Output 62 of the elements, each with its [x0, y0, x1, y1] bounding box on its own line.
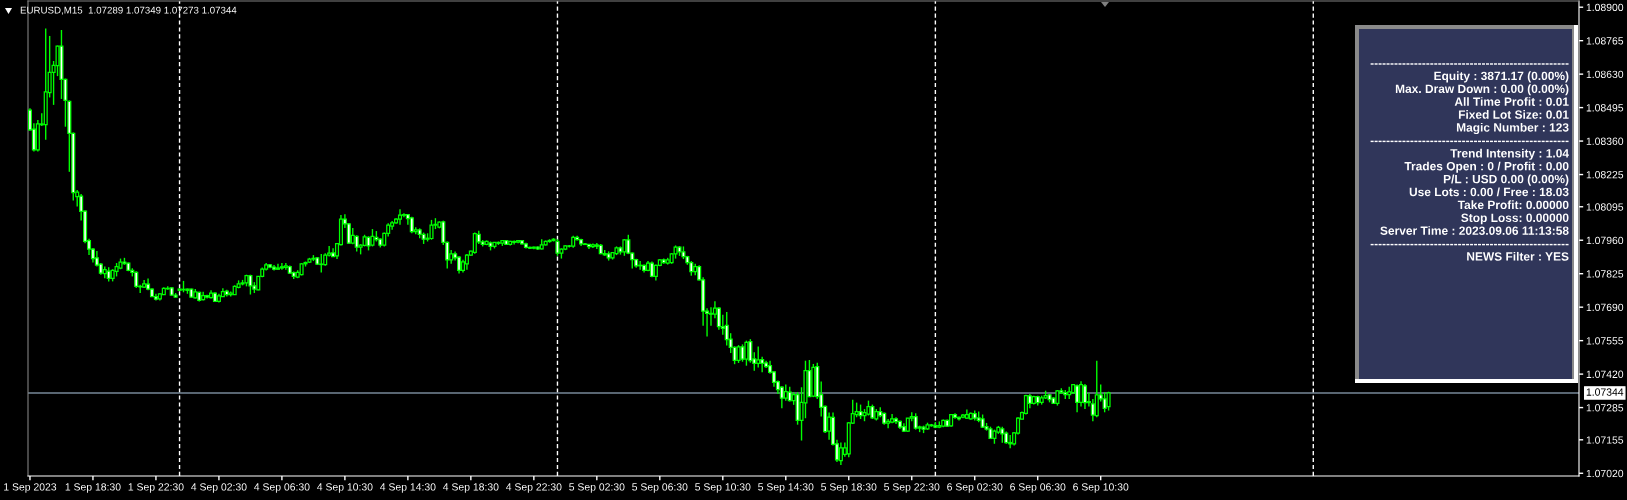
x-tick-label: 1 Sep 22:30 [128, 483, 184, 493]
annotation: -------------------------------------------------- [1370, 243, 1569, 246]
annotation: Fixed Lot Size: 0.01 [1458, 110, 1569, 119]
candlestick [1075, 383, 1080, 413]
x-tick-label: 1 Sep 18:30 [65, 483, 121, 493]
x-tick-label: 4 Sep 02:30 [191, 483, 247, 493]
candlestick [1082, 383, 1088, 410]
y-tick-label: 1.08095 [1586, 203, 1624, 211]
y-tick-label: 1.07020 [1586, 469, 1624, 478]
x-tick-label: 5 Sep 18:30 [821, 483, 877, 493]
annotation: P/L : USD 0.00 (0.00%) [1443, 174, 1569, 186]
x-tick-label: 5 Sep 14:30 [758, 483, 814, 493]
x-tick-label: 4 Sep 10:30 [317, 483, 373, 493]
candlestick [1078, 380, 1084, 408]
annotation: Use Lots : 0.00 / Free : 18.03 [1409, 187, 1569, 197]
x-tick-label: 6 Sep 10:30 [1073, 483, 1129, 493]
annotation: Magic Number : 123 [1456, 122, 1569, 135]
candlestick [429, 219, 434, 241]
annotation: Equity : 3871.17 (0.00%) [1434, 71, 1569, 83]
y-tick-label: 1.07155 [1586, 436, 1624, 444]
annotation: Server Time : 2023.09.06 11:13:58 [1380, 226, 1569, 235]
annotation: -------------------------------------------------- [1370, 140, 1569, 143]
x-tick-label: 5 Sep 10:30 [695, 483, 751, 493]
annotation: Trend Intensity : 1.04 [1450, 148, 1569, 160]
text: EURUSD,M15 1.07289 1.07349 1.07273 1.07344 [20, 6, 237, 15]
candlestick [838, 441, 843, 466]
x-tick-label: 4 Sep 18:30 [443, 483, 499, 493]
candlestick [744, 339, 749, 367]
x-tick-label: 5 Sep 02:30 [569, 483, 625, 493]
annotation: Take Profit: 0.00000 [1457, 200, 1569, 210]
candlestick [1094, 360, 1099, 418]
y-tick-label: 1.08630 [1586, 70, 1624, 79]
y-tick-label: 1.08900 [1586, 3, 1624, 12]
ref-line-label: 1.07344 [1586, 388, 1624, 396]
x-tick-label: 1 Sep 2023 [4, 483, 57, 493]
annotation: NEWS Filter : YES [1467, 251, 1569, 261]
y-tick-label: 1.07960 [1586, 236, 1624, 245]
y-tick-label: 1.08225 [1586, 171, 1624, 179]
candlestick [1102, 391, 1107, 413]
x-tick-label: 4 Sep 22:30 [506, 483, 562, 493]
y-tick-label: 1.08765 [1586, 37, 1624, 45]
y-tick-label: 1.07285 [1586, 404, 1624, 412]
annotation: All Time Profit : 0.01 [1454, 97, 1569, 106]
annotation: -------------------------------------------------- [1370, 63, 1569, 65]
candlestick [748, 338, 753, 364]
annotation: Trades Open : 0 / Profit : 0.00 [1404, 161, 1569, 173]
y-tick-label: 1.07420 [1586, 370, 1624, 378]
x-tick-label: 6 Sep 02:30 [947, 483, 1003, 493]
y-tick-label: 1.07555 [1586, 337, 1624, 345]
x-tick-label: 4 Sep 06:30 [254, 483, 310, 493]
candlestick [779, 385, 784, 410]
annotation: Stop Loss: 0.00000 [1461, 213, 1569, 225]
y-tick-label: 1.07825 [1586, 270, 1624, 278]
x-tick-label: 5 Sep 06:30 [632, 483, 688, 493]
y-tick-label: 1.08495 [1586, 104, 1624, 112]
x-tick-label: 5 Sep 22:30 [884, 483, 940, 493]
annotation: Max. Draw Down : 0.00 (0.00%) [1395, 84, 1569, 96]
y-tick-label: 1.08360 [1586, 137, 1624, 145]
candlestick [756, 345, 761, 369]
y-tick-label: 1.07690 [1586, 303, 1624, 312]
x-tick-label: 6 Sep 06:30 [1010, 483, 1066, 493]
x-tick-label: 4 Sep 14:30 [380, 483, 436, 493]
